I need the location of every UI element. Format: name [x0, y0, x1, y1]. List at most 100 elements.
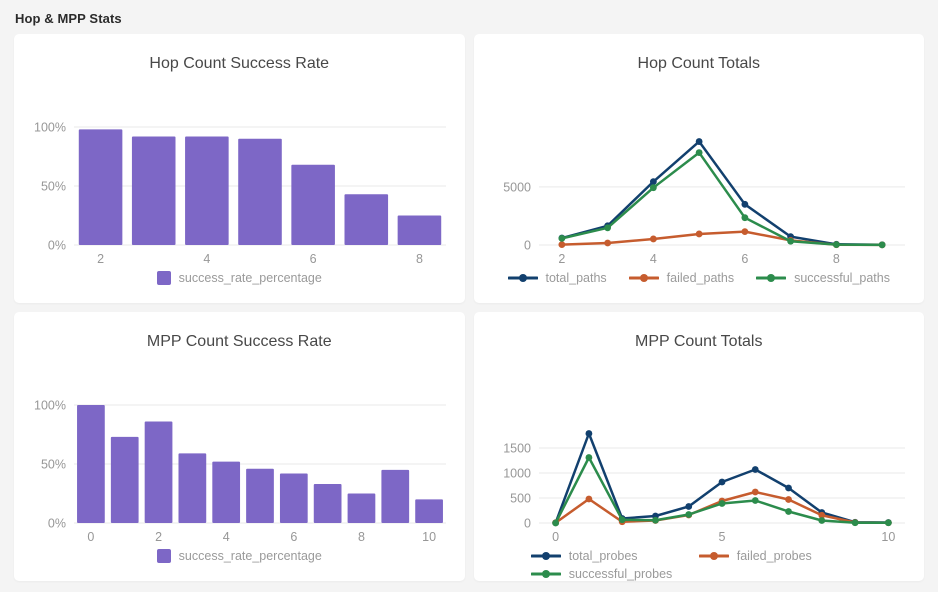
legend-label: total_paths [545, 271, 607, 285]
data-point [785, 484, 793, 492]
legend-line-icon [530, 570, 561, 578]
bar [381, 469, 409, 523]
bar [237, 138, 282, 245]
data-point [718, 500, 726, 507]
bar [184, 136, 229, 245]
legend-label: success_rate_percentage [178, 271, 322, 285]
data-point [818, 517, 826, 524]
chart-legend: success_rate_percentage [156, 271, 322, 285]
mpp-totals-card: MPP Count Totals 0 500 1000 1500 0 5 10 total_… [473, 312, 924, 581]
chart-title: Hop Count Totals [637, 55, 760, 72]
legend-label: failed_paths [666, 271, 735, 285]
data-point [604, 239, 612, 247]
line-series [560, 151, 884, 247]
y-tick-label: 0% [48, 239, 66, 253]
legend-line-icon [698, 552, 729, 560]
legend-item[interactable]: failed_probes [698, 549, 867, 563]
bar [347, 493, 376, 523]
y-tick-label: 0% [48, 517, 66, 531]
bar [397, 215, 441, 245]
data-point [585, 495, 593, 503]
y-tick-label: 100% [34, 121, 66, 135]
data-point [718, 478, 726, 486]
chart-legend: total_probes failed_probes successful_prob… [530, 549, 867, 581]
legend-label: successful_paths [794, 271, 890, 285]
y-tick-label: 0 [524, 239, 531, 253]
data-point [604, 224, 612, 232]
x-tick-label: 2 [559, 252, 566, 266]
bar [245, 468, 274, 523]
data-point [752, 497, 759, 504]
mpp-success-rate-chart: 0% 50% 100% 0 2 4 6 8 10 [34, 399, 446, 544]
legend-item[interactable]: successful_probes [530, 567, 699, 581]
bar [178, 453, 206, 523]
chart-title: MPP Count Totals [635, 333, 763, 350]
data-point [787, 237, 795, 245]
x-tick-label: 4 [203, 252, 210, 266]
bar [110, 436, 139, 523]
chart-legend: total_paths failed_paths successful_paths [507, 271, 890, 285]
line-series [554, 490, 890, 524]
x-tick-label: 6 [742, 252, 749, 266]
data-point [695, 230, 703, 238]
data-point [585, 454, 593, 461]
legend-item[interactable]: failed_paths [628, 271, 735, 285]
data-point [558, 234, 566, 242]
hop-totals-card: Hop Count Totals 0 5000 2 4 6 8 total_paths fa… [473, 34, 924, 303]
bar [144, 421, 173, 523]
legend-item[interactable]: successful_paths [756, 271, 890, 285]
data-point [650, 235, 658, 243]
data-point [785, 496, 793, 503]
mpp-success-rate-card: MPP Count Success Rate 0% 50% 100% 0 2 4 6 8 10 … [14, 312, 465, 581]
data-point [552, 519, 560, 527]
bar [131, 136, 176, 245]
legend-label: total_probes [568, 549, 638, 563]
bar [414, 499, 443, 523]
legend-item[interactable]: success_rate_percentage [156, 549, 322, 563]
x-tick-label: 5 [719, 530, 726, 544]
data-point [752, 488, 759, 496]
data-point [585, 430, 593, 437]
bar [291, 164, 335, 245]
data-point [685, 511, 693, 518]
data-point [741, 214, 749, 222]
data-point [695, 138, 703, 145]
data-point [885, 519, 893, 527]
bar [76, 405, 105, 523]
x-tick-label: 10 [882, 530, 896, 544]
hop-success-rate-chart: 0% 50% 100% 2 4 6 8 [34, 121, 446, 266]
page-title: Hop & MPP Stats [15, 11, 122, 26]
x-tick-label: 10 [422, 530, 436, 544]
data-point [619, 516, 626, 524]
data-point [741, 228, 749, 236]
data-point [652, 516, 660, 524]
legend-line-icon [530, 552, 561, 560]
legend-swatch-icon [156, 271, 171, 285]
data-point [851, 519, 859, 527]
data-point [785, 508, 793, 515]
x-tick-label: 2 [97, 252, 104, 266]
hop-totals-chart: 0 5000 2 4 6 8 [503, 138, 906, 266]
mpp-totals-chart: 0 500 1000 1500 0 5 10 [503, 430, 906, 544]
x-tick-label: 2 [155, 530, 162, 544]
x-tick-label: 4 [650, 252, 657, 266]
data-point [818, 511, 826, 519]
data-point [650, 184, 658, 192]
bar [212, 461, 240, 523]
legend-line-icon [756, 274, 787, 282]
y-tick-label: 0 [524, 517, 531, 531]
legend-label: failed_probes [736, 549, 812, 563]
legend-item[interactable]: success_rate_percentage [156, 271, 322, 285]
legend-label: successful_probes [568, 567, 673, 581]
y-tick-label: 50% [41, 180, 66, 194]
y-tick-label: 1500 [503, 442, 531, 456]
legend-item[interactable]: total_probes [530, 549, 699, 563]
x-tick-label: 6 [309, 252, 316, 266]
data-point [752, 466, 759, 473]
data-point [833, 241, 841, 248]
bar [279, 473, 308, 523]
x-tick-label: 8 [358, 530, 365, 544]
legend-item[interactable]: total_paths [507, 271, 607, 285]
x-tick-label: 6 [290, 530, 297, 544]
